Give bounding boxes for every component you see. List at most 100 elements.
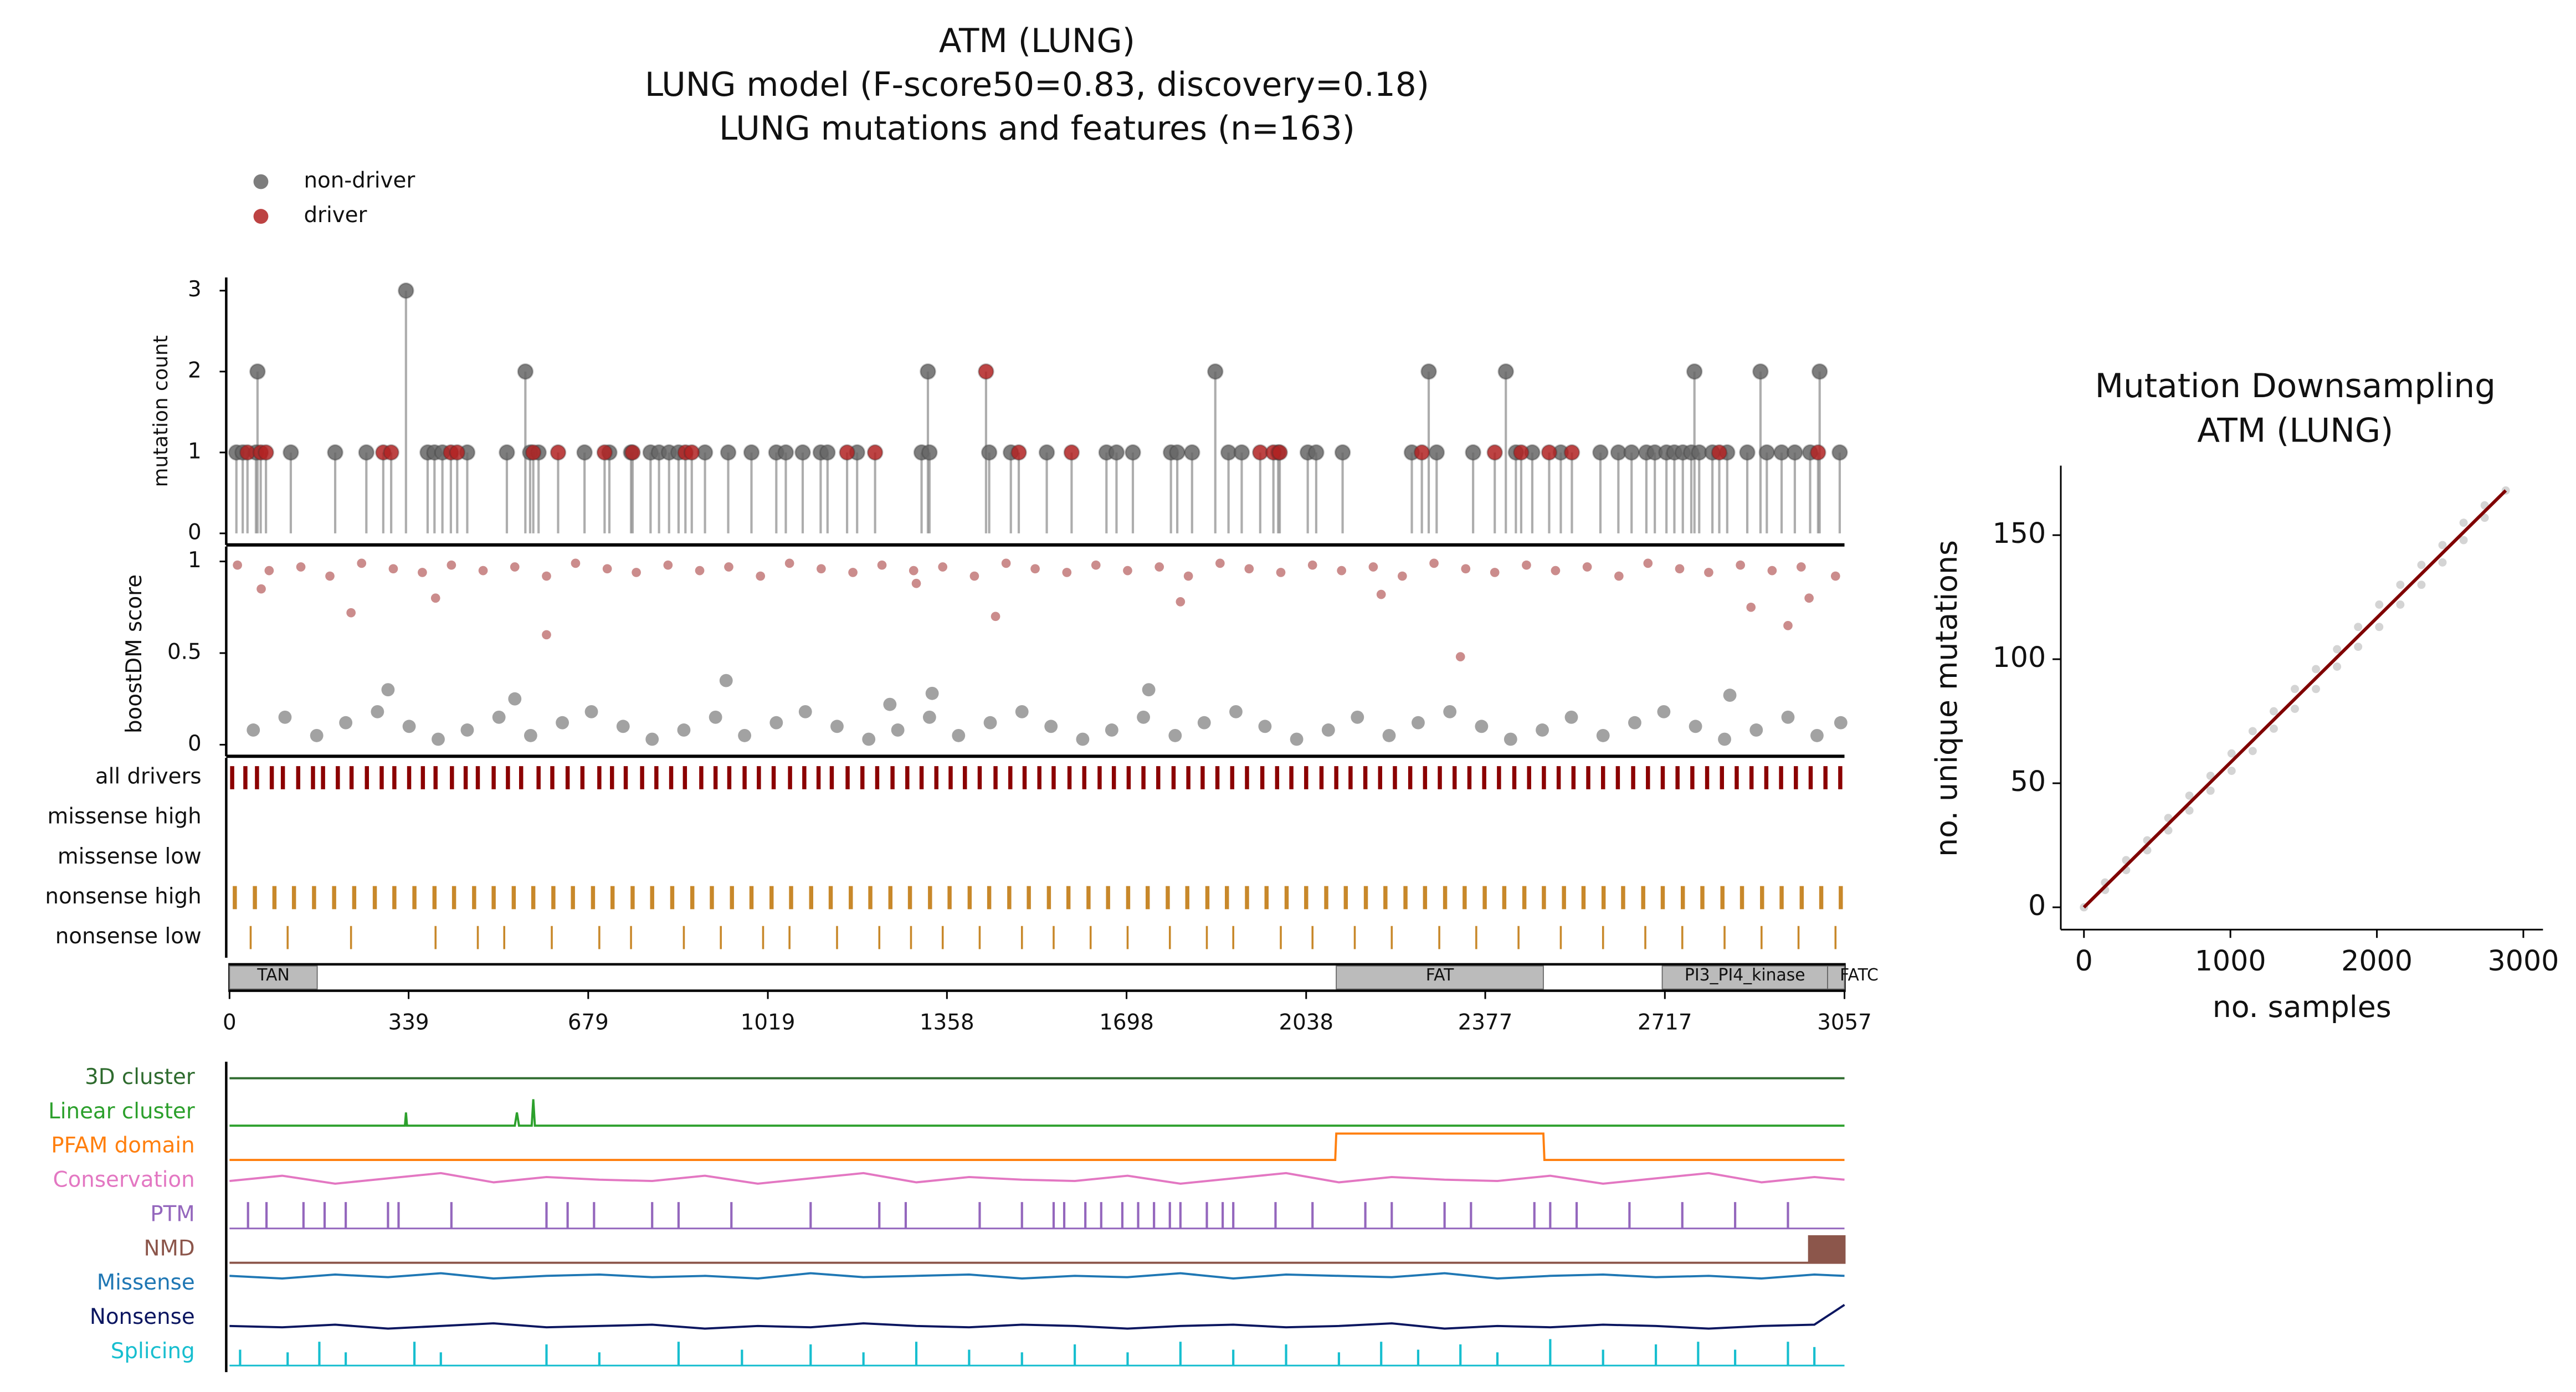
mutation-point (977, 363, 994, 380)
score-point (784, 558, 794, 568)
track-label: Nonsense (90, 1304, 195, 1329)
x-tick-label: 339 (388, 1010, 429, 1035)
sample-point (2438, 558, 2447, 567)
y-tick-label: 0 (188, 731, 202, 756)
score-point (1176, 597, 1186, 607)
score-point (1015, 705, 1029, 718)
score-point (1321, 723, 1335, 737)
x-tick-label: 679 (568, 1010, 609, 1035)
mutation-point (1486, 444, 1503, 461)
score-point (1030, 564, 1040, 574)
x-tick-label: 0 (2075, 944, 2093, 977)
y-tick-label: 0.5 (167, 640, 202, 665)
score-point (278, 710, 292, 724)
score-point (877, 560, 887, 570)
score-point (432, 732, 445, 746)
score-point (991, 612, 1000, 621)
mutation-point (1752, 363, 1769, 380)
row-label: all drivers (95, 764, 202, 789)
mutation-point (358, 444, 375, 461)
score-point (1183, 571, 1193, 581)
score-point (1582, 562, 1592, 572)
score-point (1443, 705, 1457, 718)
chart-title: LUNG mutations and features (n=163) (719, 110, 1355, 148)
x-tick-label: 1698 (1099, 1010, 1154, 1035)
score-point (1767, 566, 1777, 576)
y-tick-label: 50 (2010, 765, 2046, 798)
score-point (1657, 705, 1671, 718)
score-point (1290, 732, 1304, 746)
protein-bar (228, 963, 1846, 992)
mutation-point (1125, 444, 1141, 461)
mutation-point (921, 444, 938, 461)
score-point (645, 732, 659, 746)
score-point (1781, 710, 1795, 724)
sample-point (2269, 725, 2278, 733)
sample-point (2480, 513, 2489, 522)
x-tick-label: 1358 (920, 1010, 974, 1035)
mutation-point (1541, 444, 1558, 461)
score-point (1076, 732, 1090, 746)
score-point (524, 728, 537, 742)
track-line (229, 1132, 1845, 1162)
mutation-point (1308, 444, 1325, 461)
score-point (1475, 720, 1489, 733)
score-point (1614, 571, 1624, 581)
chart-title: ATM (LUNG) (2197, 412, 2393, 450)
score-point (1746, 602, 1756, 612)
mutation-point (839, 444, 856, 461)
row-label: missense low (58, 844, 202, 869)
score-point (1412, 716, 1425, 730)
sample-point (2312, 665, 2321, 674)
y-axis-label: mutation count (150, 335, 172, 487)
mutation-point (1758, 444, 1776, 461)
score-point (256, 584, 266, 594)
score-point (1168, 728, 1182, 742)
score-point (925, 686, 939, 700)
score-point (478, 566, 488, 576)
mutation-point (1010, 444, 1027, 461)
mutation-point (1169, 444, 1186, 461)
mutation-point (1063, 444, 1080, 461)
score-point (508, 692, 522, 706)
score-point (1142, 683, 1156, 697)
legend-label: driver (304, 203, 367, 228)
score-point (542, 571, 551, 581)
score-point (1834, 716, 1848, 730)
mutation-point (1413, 444, 1430, 461)
track-area (229, 1235, 1846, 1264)
score-point (719, 674, 733, 687)
y-tick-label: 1 (188, 548, 202, 573)
mutation-point (1334, 444, 1351, 461)
score-point (1749, 723, 1763, 737)
domain-label: PI3_PI4_kinase (1685, 965, 1805, 985)
score-point (616, 720, 630, 733)
mutation-point (1623, 444, 1640, 461)
mutation-point (258, 444, 275, 461)
score-point (983, 716, 997, 730)
x-tick-label: 1000 (2195, 944, 2266, 977)
mutation-point (866, 444, 884, 461)
score-point (1154, 562, 1164, 572)
sample-point (2312, 685, 2321, 694)
y-tick-label: 100 (1992, 641, 2046, 674)
sample-point (2459, 518, 2468, 527)
mutation-point (920, 363, 936, 380)
sample-point (2269, 707, 2278, 716)
track-label: Conservation (53, 1168, 195, 1193)
score-point (1675, 564, 1685, 574)
score-point (371, 705, 384, 718)
mutation-point (576, 444, 593, 461)
mutation-point (1465, 444, 1482, 461)
y-tick-label: 0 (188, 520, 202, 545)
score-point (247, 723, 260, 737)
chart-title: ATM (LUNG) (939, 22, 1135, 60)
score-point (969, 571, 979, 581)
sample-point (2164, 826, 2173, 835)
score-point (1258, 720, 1272, 733)
score-point (1001, 558, 1011, 568)
score-point (891, 723, 905, 737)
score-point (1244, 564, 1254, 574)
sample-point (2206, 772, 2215, 780)
